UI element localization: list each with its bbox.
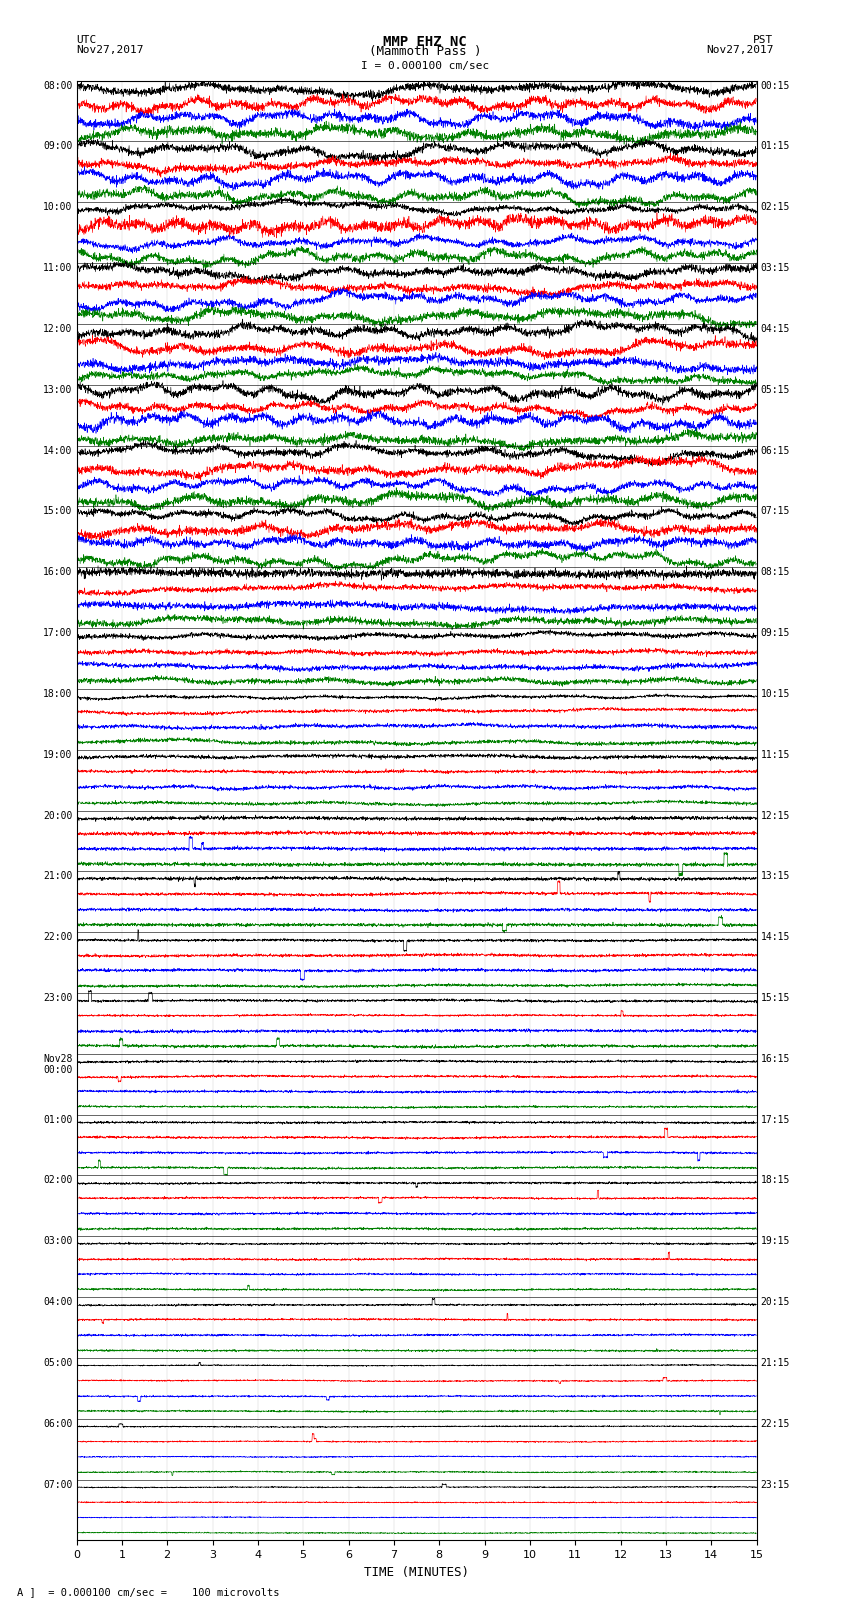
Text: 13:00: 13:00	[42, 386, 72, 395]
Text: 03:15: 03:15	[761, 263, 790, 273]
Text: 04:00: 04:00	[42, 1297, 72, 1307]
Text: PST: PST	[753, 35, 774, 45]
Text: 02:15: 02:15	[761, 202, 790, 213]
Text: 19:00: 19:00	[42, 750, 72, 760]
Text: 07:00: 07:00	[42, 1479, 72, 1489]
Text: 09:00: 09:00	[42, 142, 72, 152]
Text: 12:15: 12:15	[761, 811, 790, 821]
Text: 21:00: 21:00	[42, 871, 72, 881]
Text: 15:15: 15:15	[761, 994, 790, 1003]
Text: 13:15: 13:15	[761, 871, 790, 881]
Text: 14:15: 14:15	[761, 932, 790, 942]
Text: 22:15: 22:15	[761, 1419, 790, 1429]
Text: 20:00: 20:00	[42, 811, 72, 821]
Text: 20:15: 20:15	[761, 1297, 790, 1307]
Text: Nov27,2017: Nov27,2017	[706, 45, 774, 55]
Text: 02:00: 02:00	[42, 1176, 72, 1186]
Text: 06:15: 06:15	[761, 445, 790, 455]
Text: 18:15: 18:15	[761, 1176, 790, 1186]
Text: 10:00: 10:00	[42, 202, 72, 213]
Text: 08:15: 08:15	[761, 568, 790, 577]
Text: 18:00: 18:00	[42, 689, 72, 698]
Text: 00:15: 00:15	[761, 81, 790, 90]
Text: 06:00: 06:00	[42, 1419, 72, 1429]
Text: A ]  = 0.000100 cm/sec =    100 microvolts: A ] = 0.000100 cm/sec = 100 microvolts	[17, 1587, 280, 1597]
Text: 16:00: 16:00	[42, 568, 72, 577]
Text: Nov27,2017: Nov27,2017	[76, 45, 144, 55]
Text: 23:15: 23:15	[761, 1479, 790, 1489]
Text: 14:00: 14:00	[42, 445, 72, 455]
Text: 22:00: 22:00	[42, 932, 72, 942]
Text: 16:15: 16:15	[761, 1053, 790, 1065]
Text: MMP EHZ NC: MMP EHZ NC	[383, 35, 467, 50]
Text: 05:00: 05:00	[42, 1358, 72, 1368]
Text: 01:15: 01:15	[761, 142, 790, 152]
Text: 03:00: 03:00	[42, 1236, 72, 1247]
Text: UTC: UTC	[76, 35, 97, 45]
Text: 23:00: 23:00	[42, 994, 72, 1003]
Text: 11:15: 11:15	[761, 750, 790, 760]
Text: 19:15: 19:15	[761, 1236, 790, 1247]
Text: 11:00: 11:00	[42, 263, 72, 273]
Text: Nov28
00:00: Nov28 00:00	[42, 1053, 72, 1076]
X-axis label: TIME (MINUTES): TIME (MINUTES)	[364, 1566, 469, 1579]
Text: 01:00: 01:00	[42, 1115, 72, 1124]
Text: 15:00: 15:00	[42, 506, 72, 516]
Text: 04:15: 04:15	[761, 324, 790, 334]
Text: 17:15: 17:15	[761, 1115, 790, 1124]
Text: (Mammoth Pass ): (Mammoth Pass )	[369, 45, 481, 58]
Text: 05:15: 05:15	[761, 386, 790, 395]
Text: 07:15: 07:15	[761, 506, 790, 516]
Text: 09:15: 09:15	[761, 627, 790, 639]
Text: 12:00: 12:00	[42, 324, 72, 334]
Text: 08:00: 08:00	[42, 81, 72, 90]
Text: 21:15: 21:15	[761, 1358, 790, 1368]
Text: I = 0.000100 cm/sec: I = 0.000100 cm/sec	[361, 61, 489, 71]
Text: 10:15: 10:15	[761, 689, 790, 698]
Text: 17:00: 17:00	[42, 627, 72, 639]
